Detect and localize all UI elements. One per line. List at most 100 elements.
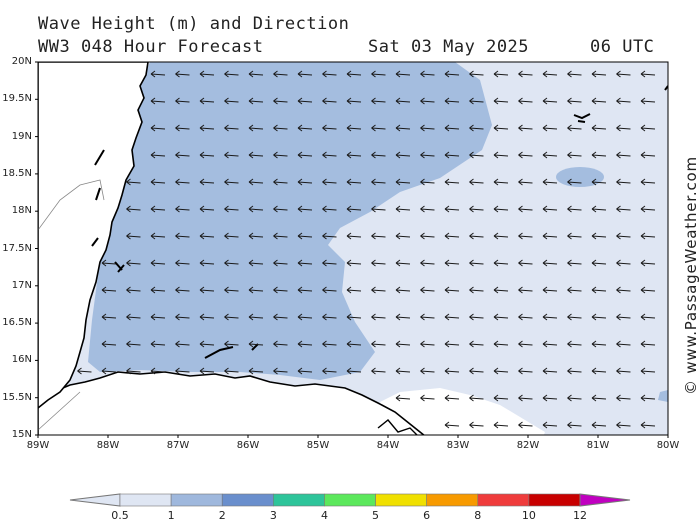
wave-arrow [273, 313, 288, 321]
wave-arrow [150, 124, 166, 132]
wave-arrow [493, 178, 509, 186]
wave-arrow [444, 70, 460, 78]
wave-arrow [322, 313, 337, 321]
belize-border [38, 179, 105, 431]
wave-arrow [395, 232, 411, 240]
wave-arrow [420, 151, 435, 159]
wave-arrow [469, 97, 484, 105]
wave-arrow [616, 124, 631, 132]
wave-arrow [371, 205, 386, 213]
wave-arrow [297, 286, 313, 294]
wave-arrow [542, 394, 558, 402]
wave-arrow [175, 124, 190, 132]
wave-arrow [346, 340, 362, 348]
wave-arrow [224, 178, 239, 186]
wave-arrow [469, 259, 484, 267]
wave-arrow [469, 340, 484, 348]
wave-arrow [395, 178, 411, 186]
lon-label: 82W [516, 440, 540, 451]
wave-arrow [371, 97, 386, 105]
wave-arrow [395, 367, 411, 375]
wave-arrow [493, 286, 509, 294]
wave-arrow [126, 178, 141, 186]
wave-arrow [395, 70, 411, 78]
wave-arrow [150, 286, 166, 294]
colorbar-left-tip [69, 493, 121, 507]
wave-arrow [567, 367, 582, 375]
wave-arrow [567, 340, 582, 348]
wave-arrow [273, 232, 288, 240]
wave-arrow [395, 394, 411, 402]
wave-arrow [567, 205, 582, 213]
wave-arrow [150, 151, 166, 159]
wave-arrow [371, 124, 386, 132]
colorbar-label: 2 [218, 509, 226, 522]
wave-arrow [273, 97, 288, 105]
sea-mid-patch-east [658, 390, 668, 402]
wave-arrow [224, 70, 239, 78]
wave-arrow [469, 205, 484, 213]
wave-arrow [567, 70, 582, 78]
wave-arrow [444, 367, 460, 375]
wave-arrow [542, 367, 558, 375]
wave-arrow [346, 286, 362, 294]
lon-label: 80W [656, 440, 680, 451]
wave-arrow [175, 313, 190, 321]
axis-ticks [35, 61, 669, 438]
wave-arrow [273, 340, 288, 348]
lon-label: 81W [586, 440, 610, 451]
wave-arrow [322, 151, 337, 159]
wave-arrow [591, 124, 607, 132]
colorbar-label: 4 [320, 509, 328, 522]
lat-label: 20N [11, 56, 32, 67]
wave-arrow [567, 151, 582, 159]
wave-arrow [542, 70, 558, 78]
wave-arrow [640, 97, 656, 105]
wave-arrow [150, 205, 166, 213]
wave-arrow [591, 70, 607, 78]
wave-arrow [616, 70, 631, 78]
lat-label: 18.5N [2, 167, 32, 179]
island-roatan [204, 346, 234, 359]
wave-arrow [616, 394, 631, 402]
wave-arrow [395, 286, 411, 294]
wave-arrow [640, 259, 656, 267]
wave-arrow [224, 367, 239, 375]
forecast-label: WW3 048 Hour Forecast [38, 37, 264, 57]
lon-label: 86W [236, 440, 260, 451]
wave-arrow [542, 151, 558, 159]
wave-arrow [175, 70, 190, 78]
wave-arrow [469, 421, 484, 429]
wave-arrow [518, 205, 533, 213]
wave-arrow [518, 97, 533, 105]
wave-arrow [297, 313, 313, 321]
wave-arrow [444, 232, 460, 240]
wave-arrow [248, 97, 264, 105]
colorbar-label: 0.5 [111, 509, 129, 522]
wave-arrow [444, 286, 460, 294]
wave-arrow [567, 97, 582, 105]
wave-arrow [346, 151, 362, 159]
colorbar-label: 8 [474, 509, 482, 522]
wave-arrow [273, 178, 288, 186]
wave-arrow [126, 313, 141, 321]
colorbar-segment [324, 493, 376, 507]
wave-arrow [591, 178, 607, 186]
wave-arrow [199, 313, 215, 321]
wave-arrow [542, 286, 558, 294]
wave-arrow [591, 232, 607, 240]
wave-arrow [493, 151, 509, 159]
wave-arrow [126, 340, 141, 348]
wave-arrow [518, 70, 533, 78]
wave-arrow [493, 313, 509, 321]
wave-arrow [175, 340, 190, 348]
wave-arrow [175, 205, 190, 213]
wave-arrow [199, 124, 215, 132]
wave-arrow [591, 151, 607, 159]
wave-arrow [297, 232, 313, 240]
wave-arrow [640, 124, 656, 132]
wave-arrow [444, 205, 460, 213]
wave-arrow [640, 394, 656, 402]
wave-arrow [224, 286, 239, 294]
wave-arrow [640, 340, 656, 348]
